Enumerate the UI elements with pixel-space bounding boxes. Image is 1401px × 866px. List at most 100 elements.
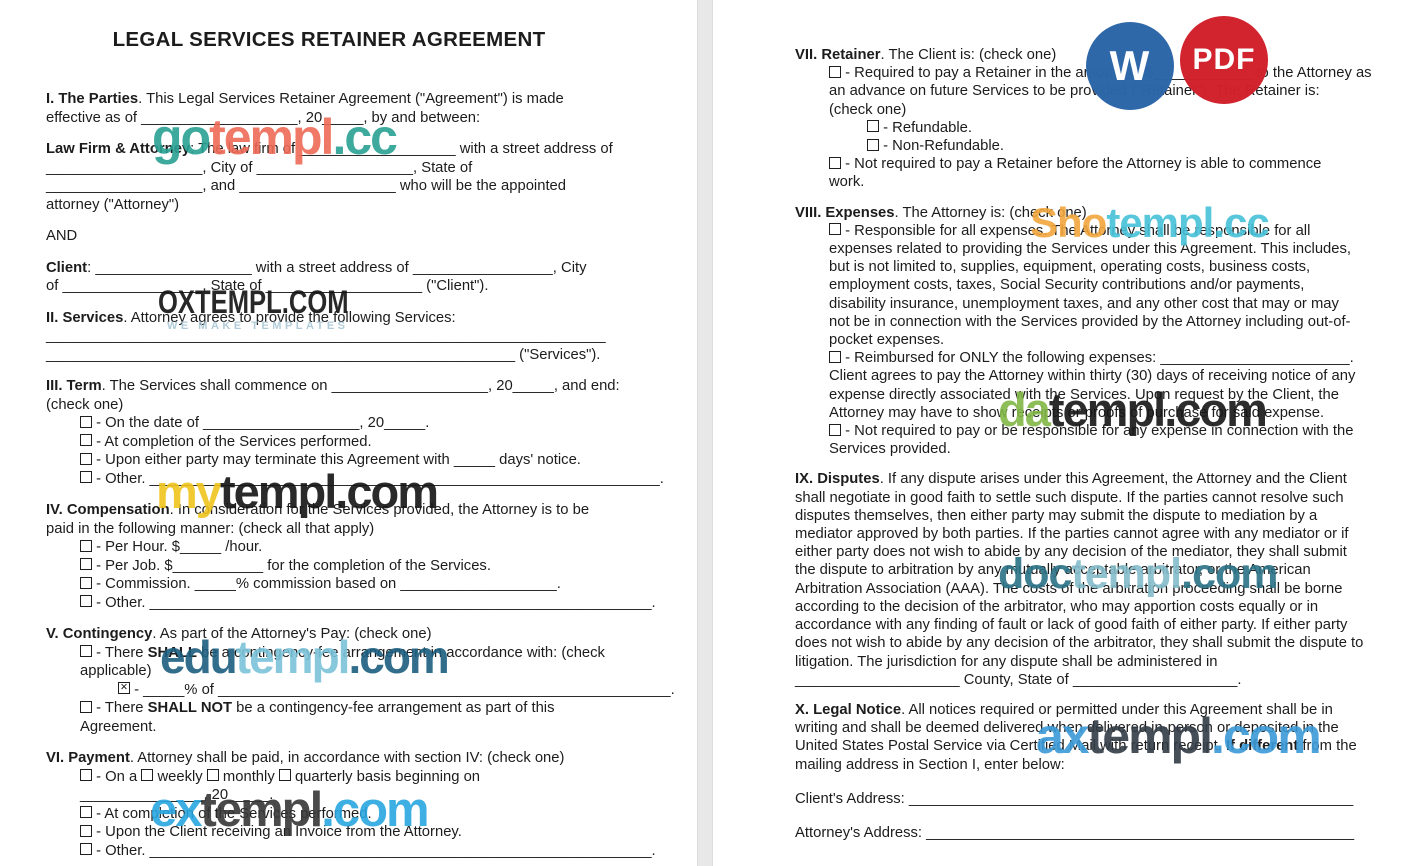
document-line: an advance on future Services to be prov…	[795, 82, 1401, 100]
text-run: - There	[92, 644, 148, 661]
emphasis-text: II. Services	[46, 309, 124, 326]
text-run: either party does not wish to abide by a…	[795, 544, 1347, 561]
checkbox-icon[interactable]	[867, 138, 879, 151]
emphasis-text: III. Term	[46, 378, 102, 394]
text-run: employment costs, taxes, Social Security…	[829, 277, 1305, 294]
text-run: mediator approved by both parties. If th…	[795, 526, 1349, 543]
emphasis-text: X. Legal Notice	[795, 701, 902, 718]
document-line: Client agrees to pay the Attorney within…	[795, 367, 1401, 385]
checkbox-icon[interactable]	[80, 769, 92, 781]
checkbox-icon[interactable]	[829, 223, 841, 236]
document-line: VIII. Expenses. The Attorney is: (check …	[795, 204, 1401, 222]
document-line: - Upon either party may terminate this A…	[46, 451, 697, 470]
text-run: (check one)	[46, 396, 124, 413]
section-services: II. Services. Attorney agrees to provide…	[46, 309, 697, 365]
text-run: : ___________________ with a street addr…	[87, 259, 587, 276]
text-run: - Per Job. $___________ for the completi…	[92, 557, 491, 574]
text-run: - Other. _______________________________…	[92, 842, 656, 859]
checkbox-icon[interactable]	[80, 576, 92, 589]
checkbox-icon[interactable]	[80, 558, 92, 570]
text-run: not be in connection with the Services p…	[829, 313, 1351, 330]
checkbox-icon[interactable]	[80, 595, 92, 607]
text-run: ________________________________________…	[46, 346, 601, 363]
document-line: the dispute to arbitration by any mutual…	[795, 561, 1401, 579]
section-attorney-address: Attorney's Address: ____________________…	[795, 824, 1401, 842]
text-run: - On the date of ___________________, 20…	[92, 415, 430, 431]
checkbox-icon[interactable]	[80, 471, 92, 483]
text-run: AND	[46, 228, 78, 244]
document-line: - Other. _______________________________…	[46, 470, 697, 489]
document-line: - Required to pay a Retainer in the amou…	[795, 64, 1401, 82]
checkbox-icon[interactable]	[829, 156, 841, 169]
checkbox-icon[interactable]	[278, 769, 291, 781]
document-line: - At completion of the Services performe…	[46, 805, 697, 824]
checkbox-icon[interactable]	[829, 423, 841, 436]
section-retainer: VII. Retainer. The Client is: (check one…	[795, 46, 1401, 192]
checkbox-icon[interactable]	[829, 65, 841, 78]
emphasis-text: IX. Disputes	[795, 471, 880, 488]
text-run: but is not limited to, supplies, equipme…	[829, 259, 1311, 276]
document-line: Client: ___________________ with a stree…	[46, 259, 697, 278]
emphasis-text: IV. Compensation	[46, 502, 170, 518]
checkbox-icon[interactable]	[80, 843, 92, 855]
text-run: paid in the following manner: (check all…	[46, 520, 375, 537]
text-run: Services provided.	[829, 441, 951, 458]
text-run: - Responsible for all expenses. The Atto…	[841, 222, 1311, 239]
emphasis-text: I. The Parties	[46, 91, 139, 107]
document-line: - At completion of the Services performe…	[46, 433, 697, 452]
checkbox-icon[interactable]	[206, 769, 219, 781]
text-run: attorney ("Attorney")	[46, 196, 180, 213]
document-line: - Per Hour. $_____ /hour.	[46, 538, 697, 557]
document-line: United States Postal Service via Certifi…	[795, 737, 1401, 755]
text-run: . All notices required or permitted unde…	[901, 701, 1333, 718]
document-line: X. Legal Notice. All notices required or…	[795, 701, 1401, 719]
checkbox-icon[interactable]	[80, 452, 92, 465]
text-run: Client's Address: ______________________…	[795, 790, 1354, 807]
text-run: litigation. The jurisdiction for any dis…	[795, 653, 1218, 670]
text-run: ____________________ County, State of __…	[795, 671, 1242, 688]
document-line: - There SHALL be a contingency-fee arran…	[46, 644, 697, 663]
text-run: according to the decision of the arbitra…	[795, 598, 1319, 615]
document-line: - On a weekly monthly quarterly basis be…	[46, 768, 697, 787]
checkbox-icon[interactable]	[80, 434, 92, 446]
checkbox-icon[interactable]	[80, 645, 92, 657]
left-page-body: I. The Parties. This Legal Services Reta…	[46, 90, 697, 860]
checkbox-icon[interactable]	[80, 806, 92, 818]
text-run: . Attorney shall be paid, in accordance …	[129, 750, 565, 766]
text-run: Attorney's Address: ____________________…	[795, 824, 1355, 841]
emphasis-text: Law Firm & Attorney	[46, 141, 191, 157]
emphasis-text: VII. Retainer	[795, 47, 881, 63]
document-line: disability insurance, unemployment taxes…	[795, 295, 1401, 313]
text-run: disability insurance, unemployment taxes…	[829, 295, 1339, 312]
checkbox-icon[interactable]	[867, 120, 879, 133]
checkbox-checked-icon[interactable]	[118, 682, 130, 694]
text-run: - At completion of the Services performe…	[92, 805, 372, 822]
text-run: - Upon the Client receiving an Invoice f…	[92, 824, 462, 840]
text-run: (check one)	[829, 101, 907, 118]
checkbox-icon[interactable]	[829, 350, 841, 363]
text-run: - Refundable.	[879, 119, 972, 136]
document-line: (check one)	[795, 101, 1401, 119]
text-run: United States Postal Service via Certifi…	[795, 738, 1226, 755]
document-line: employment costs, taxes, Social Security…	[795, 276, 1401, 294]
checkbox-icon[interactable]	[80, 824, 92, 837]
checkbox-icon[interactable]	[80, 700, 92, 713]
document-line: Arbitration Association (AAA). The costs…	[795, 580, 1401, 598]
text-run: - At completion of the Services performe…	[92, 433, 372, 450]
checkbox-icon[interactable]	[80, 415, 92, 428]
section-law-firm-attorney: Law Firm & Attorney: The law firm of ___…	[46, 140, 697, 214]
text-run: . If any dispute arises under this Agree…	[879, 471, 1347, 488]
checkbox-icon[interactable]	[141, 769, 154, 781]
document-line: - There SHALL NOT be a contingency-fee a…	[46, 699, 697, 718]
text-run: . The Services shall commence on _______…	[101, 378, 620, 394]
text-run: accordance with any finding of fault or …	[795, 617, 1348, 634]
checkbox-icon[interactable]	[80, 539, 92, 552]
text-run: from the	[1298, 738, 1357, 755]
document-line: work.	[795, 173, 1401, 191]
document-line: does not wish to abide by any decision o…	[795, 634, 1401, 652]
text-run: . In consideration for the Services prov…	[169, 502, 590, 518]
document-line: mailing address in Section I, enter belo…	[795, 756, 1401, 774]
section-and: AND	[46, 227, 697, 246]
text-run: - Other. _______________________________…	[92, 470, 664, 487]
text-run: an advance on future Services to be prov…	[829, 83, 1320, 100]
